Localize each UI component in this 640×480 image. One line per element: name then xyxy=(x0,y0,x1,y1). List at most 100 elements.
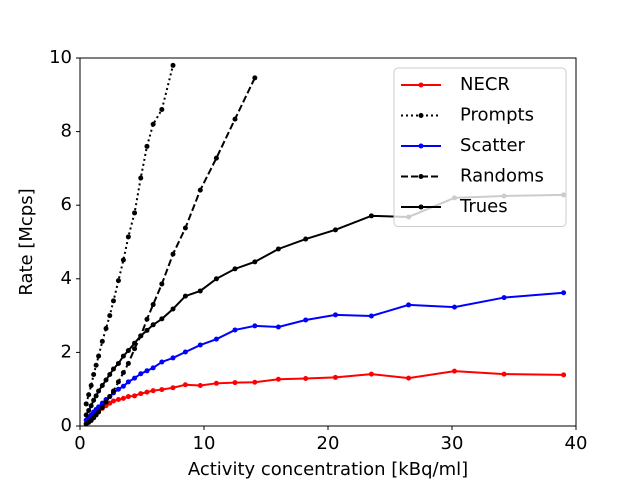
data-point xyxy=(197,288,203,294)
data-point xyxy=(88,383,94,389)
data-point xyxy=(182,382,188,388)
data-point xyxy=(144,368,150,374)
data-point xyxy=(144,143,150,149)
data-point xyxy=(182,293,188,299)
data-point xyxy=(159,316,165,322)
x-tick-label: 20 xyxy=(317,433,340,454)
x-axis-label: Activity concentration [kBq/ml] xyxy=(188,459,468,480)
data-point xyxy=(115,386,121,392)
data-point xyxy=(303,236,309,242)
data-point xyxy=(197,383,203,389)
data-point xyxy=(99,338,105,344)
data-point xyxy=(93,393,99,399)
data-point xyxy=(120,353,126,359)
data-point xyxy=(561,372,567,378)
data-point xyxy=(132,393,138,399)
plot-lines xyxy=(83,62,567,426)
data-point xyxy=(110,388,116,394)
data-point xyxy=(252,259,258,265)
data-point xyxy=(96,388,102,394)
data-point xyxy=(252,75,258,81)
data-point xyxy=(232,327,238,333)
data-point xyxy=(303,317,309,323)
data-point xyxy=(197,342,203,348)
data-point xyxy=(182,349,188,355)
data-point xyxy=(115,379,121,385)
legend-marker xyxy=(418,204,424,210)
data-point xyxy=(451,368,457,374)
y-tick-label: 2 xyxy=(61,341,72,362)
data-point xyxy=(275,246,281,252)
data-point xyxy=(159,107,165,113)
data-point xyxy=(132,210,138,216)
data-point xyxy=(83,412,89,418)
y-tick-label: 4 xyxy=(61,268,72,289)
data-point xyxy=(103,325,109,331)
legend-marker xyxy=(418,143,424,149)
data-point xyxy=(125,394,131,400)
y-tick-label: 6 xyxy=(61,194,72,215)
data-point xyxy=(110,366,116,372)
legend-marker xyxy=(418,113,424,118)
data-point xyxy=(213,380,219,386)
data-point xyxy=(88,403,94,409)
data-point xyxy=(159,387,165,393)
data-point xyxy=(138,333,144,339)
data-point xyxy=(332,312,338,318)
data-point xyxy=(91,371,97,377)
data-point xyxy=(132,346,138,352)
y-tick-label: 0 xyxy=(61,415,72,436)
data-point xyxy=(144,389,150,395)
data-point xyxy=(138,391,144,397)
data-point xyxy=(332,374,338,380)
data-point xyxy=(125,348,131,354)
data-point xyxy=(125,379,131,385)
data-point xyxy=(107,394,113,400)
data-point xyxy=(406,375,412,381)
data-point xyxy=(110,398,116,404)
x-tick-label: 10 xyxy=(193,433,216,454)
data-point xyxy=(252,323,258,329)
data-point xyxy=(120,370,126,376)
data-point xyxy=(368,313,374,319)
data-point xyxy=(197,187,203,193)
data-point xyxy=(103,403,109,409)
data-point xyxy=(368,371,374,377)
x-tick-label: 40 xyxy=(565,433,588,454)
data-point xyxy=(120,383,126,389)
data-point xyxy=(150,121,156,127)
legend-label: Randoms xyxy=(460,166,544,187)
legend-label: Scatter xyxy=(460,135,526,156)
data-point xyxy=(132,340,138,346)
data-point xyxy=(303,376,309,382)
data-point xyxy=(96,404,102,410)
data-point xyxy=(501,295,507,301)
data-point xyxy=(275,376,281,382)
data-point xyxy=(406,302,412,308)
data-point xyxy=(501,371,507,377)
data-point xyxy=(138,175,144,181)
axes: 0 10 20 30 40 0 2 4 6 8 10 xyxy=(49,47,587,454)
data-point xyxy=(159,359,165,365)
data-point xyxy=(107,313,113,319)
legend-label: NECR xyxy=(460,74,510,95)
data-point xyxy=(125,360,131,366)
data-point xyxy=(451,304,457,310)
data-point xyxy=(252,379,258,385)
data-point xyxy=(170,306,176,312)
data-point xyxy=(144,316,150,322)
data-point xyxy=(107,371,113,377)
data-point xyxy=(561,290,567,296)
data-point xyxy=(120,257,126,263)
data-point xyxy=(96,409,102,415)
data-point xyxy=(144,327,150,333)
data-point xyxy=(232,380,238,386)
data-point xyxy=(150,302,156,308)
legend-box xyxy=(393,67,567,227)
data-point xyxy=(91,397,97,403)
data-point xyxy=(93,362,99,368)
data-point xyxy=(96,353,102,359)
data-point xyxy=(115,397,121,403)
data-point xyxy=(86,408,92,414)
